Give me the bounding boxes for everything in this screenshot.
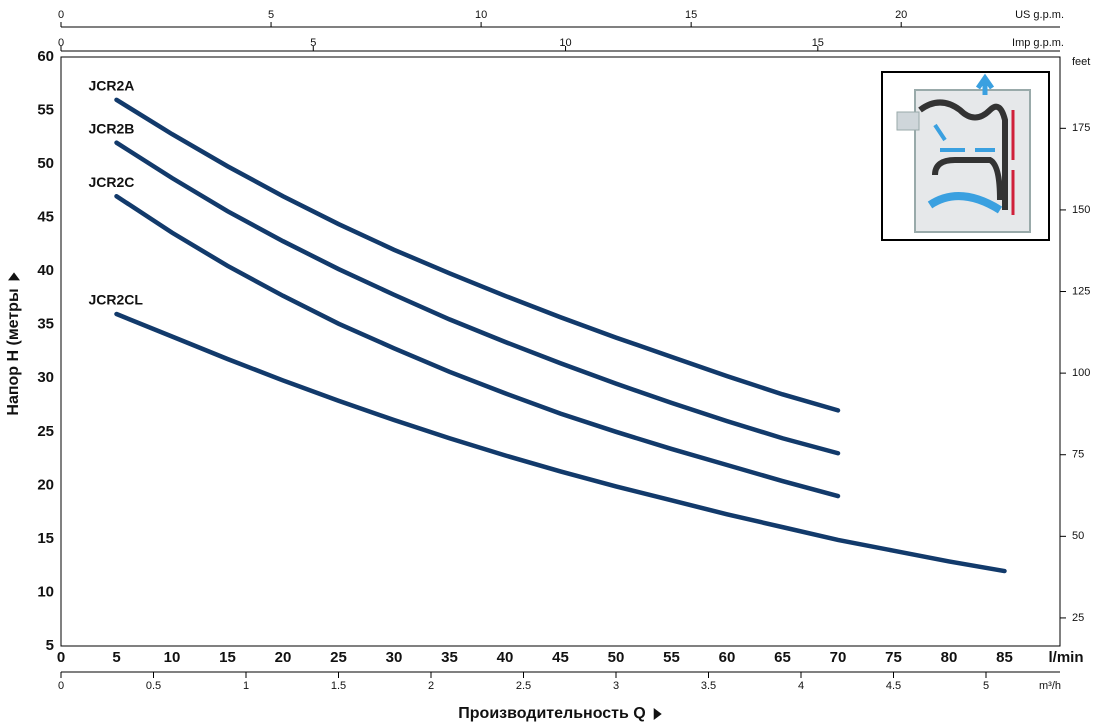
x-tick-label: 65 <box>774 649 791 666</box>
bottom-tick-label: 0.5 <box>146 680 161 692</box>
x-unit: l/min <box>1048 649 1083 666</box>
top-tick-label: 10 <box>475 9 487 21</box>
x-tick-label: 75 <box>885 649 902 666</box>
x-tick-label: 70 <box>830 649 847 666</box>
x-tick-label: 40 <box>497 649 514 666</box>
top-tick-label: 15 <box>812 37 824 49</box>
y-tick-label: 20 <box>37 476 54 493</box>
x-tick-label: 20 <box>275 649 292 666</box>
x-title-arrow <box>653 708 662 720</box>
x-tick-label: 60 <box>719 649 736 666</box>
y2-tick-label: 25 <box>1072 612 1084 624</box>
top-tick-label: 0 <box>58 9 64 21</box>
series-label: JCR2B <box>89 120 135 136</box>
y2-tick-label: 175 <box>1072 122 1090 134</box>
bottom-tick-label: 3.5 <box>701 680 716 692</box>
bottom-tick-label: 4.5 <box>886 680 901 692</box>
curve <box>114 311 1007 574</box>
y2-tick-label: 100 <box>1072 367 1090 379</box>
bottom-tick-label: 1.5 <box>331 680 346 692</box>
y-tick-label: 50 <box>37 155 54 172</box>
x-tick-label: 15 <box>219 649 236 666</box>
top-tick-label: 0 <box>58 37 64 49</box>
y-title-arrow <box>8 272 20 281</box>
y-tick-label: 10 <box>37 583 54 600</box>
y2-tick-label: 75 <box>1072 449 1084 461</box>
x-tick-label: 25 <box>330 649 347 666</box>
bottom-axis-label: m³/h <box>1039 680 1061 692</box>
bottom-tick-label: 5 <box>983 680 989 692</box>
x-tick-label: 85 <box>996 649 1013 666</box>
top-tick-label: 5 <box>310 37 316 49</box>
bottom-tick-label: 0 <box>58 680 64 692</box>
y-tick-label: 15 <box>37 530 54 547</box>
y-tick-label: 40 <box>37 262 54 279</box>
y2-tick-label: 125 <box>1072 285 1090 297</box>
x-tick-label: 55 <box>663 649 680 666</box>
series-label: JCR2A <box>89 78 135 94</box>
top-axis-label: Imp g.p.m. <box>1012 37 1064 49</box>
bottom-tick-label: 1 <box>243 680 249 692</box>
y-tick-label: 60 <box>37 48 54 65</box>
top-tick-label: 15 <box>685 9 697 21</box>
curve <box>114 140 841 456</box>
y-tick-label: 30 <box>37 369 54 386</box>
bottom-tick-label: 2.5 <box>516 680 531 692</box>
x-tick-label: 5 <box>112 649 120 666</box>
y-tick-label: 35 <box>37 316 54 333</box>
x-tick-label: 35 <box>441 649 458 666</box>
y-tick-label: 45 <box>37 209 54 226</box>
x-axis-title: Производительность Q <box>458 705 645 722</box>
top-tick-label: 20 <box>895 9 907 21</box>
curve <box>114 193 841 499</box>
y-tick-label: 5 <box>46 637 54 654</box>
series-label: JCR2CL <box>89 292 144 308</box>
x-tick-label: 0 <box>57 649 65 666</box>
y-axis-title: Напор H (метры <box>5 288 22 415</box>
bottom-tick-label: 3 <box>613 680 619 692</box>
top-tick-label: 5 <box>268 9 274 21</box>
bottom-tick-label: 2 <box>428 680 434 692</box>
x-tick-label: 30 <box>386 649 403 666</box>
y-tick-label: 25 <box>37 423 54 440</box>
series-label: JCR2C <box>89 174 135 190</box>
bottom-tick-label: 4 <box>798 680 804 692</box>
x-tick-label: 80 <box>941 649 958 666</box>
x-tick-label: 10 <box>164 649 181 666</box>
pump-inset <box>881 71 1050 241</box>
y-tick-label: 55 <box>37 102 54 119</box>
x-tick-label: 45 <box>552 649 569 666</box>
y2-tick-label: 50 <box>1072 530 1084 542</box>
top-tick-label: 10 <box>559 37 571 49</box>
y2-axis-label: feet <box>1072 56 1090 68</box>
top-axis-label: US g.p.m. <box>1015 9 1064 21</box>
y2-tick-label: 150 <box>1072 204 1090 216</box>
curve <box>114 97 841 413</box>
x-tick-label: 50 <box>608 649 625 666</box>
